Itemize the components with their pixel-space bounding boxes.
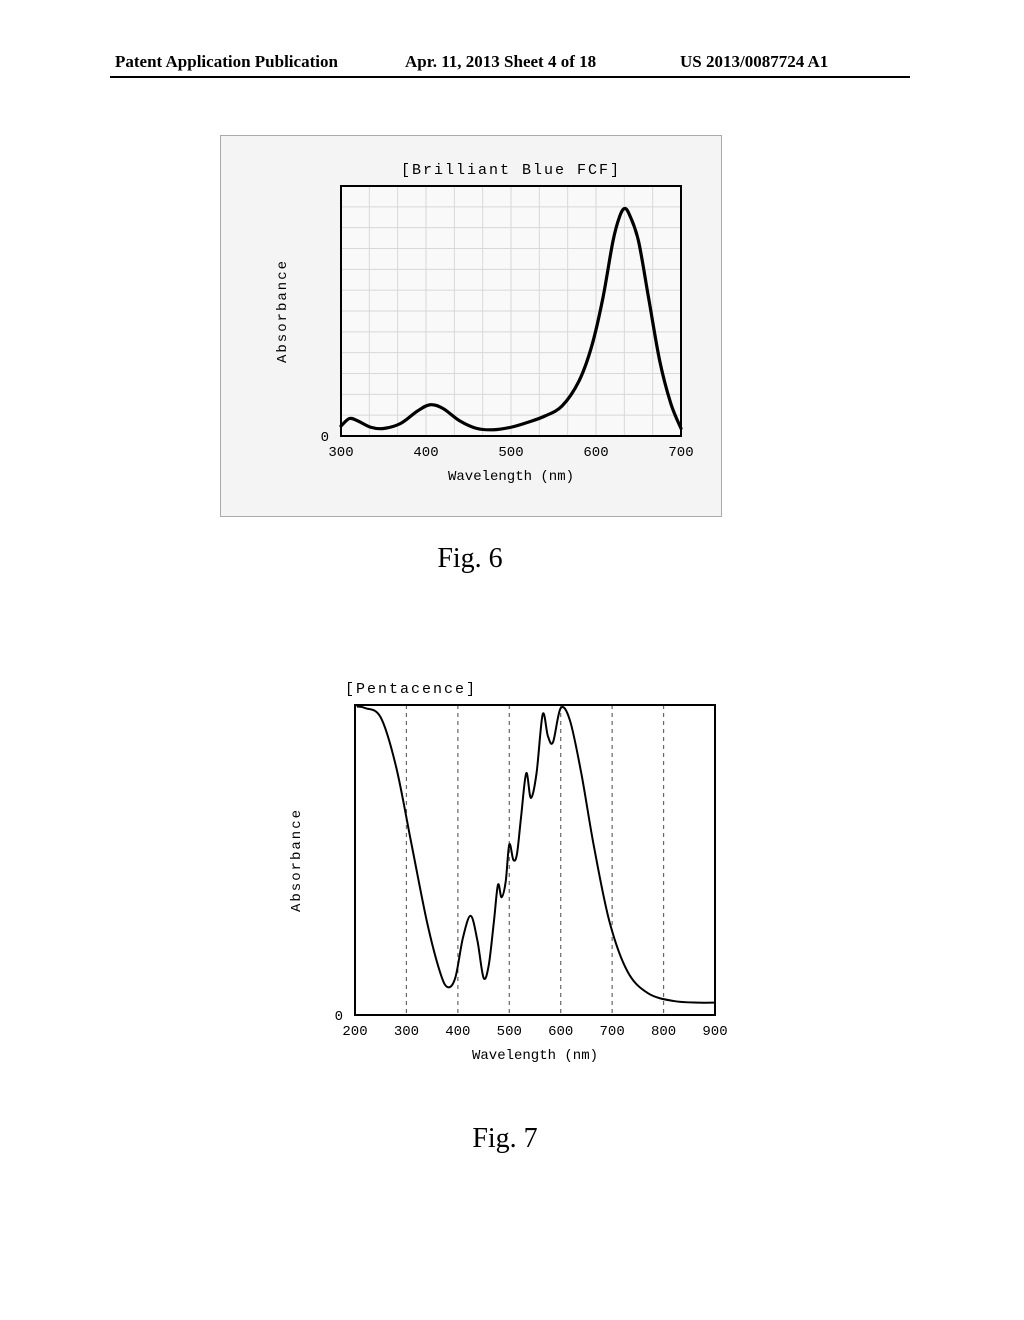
figure7-svg: 200 300 400 500 600 700 800 900 0 [Pentacence] Wav… <box>245 680 765 1100</box>
svg-text:[Pentacence]: [Pentacence] <box>345 681 477 698</box>
header-left: Patent Application Publication <box>115 52 338 72</box>
header-rule <box>110 76 910 78</box>
svg-text:600: 600 <box>583 445 608 461</box>
svg-text:Absorbance: Absorbance <box>275 259 291 363</box>
svg-text:400: 400 <box>413 445 438 461</box>
svg-text:700: 700 <box>668 445 693 461</box>
svg-text:500: 500 <box>498 445 523 461</box>
figure6-svg: 300 400 500 600 700 0 [Brilliant Blue FCF] Wave… <box>221 136 721 516</box>
figure7-caption-block: Fig. 7 <box>245 1115 765 1155</box>
svg-text:Absorbance: Absorbance <box>289 808 305 912</box>
svg-text:0: 0 <box>321 430 329 446</box>
figure6-chart: 300 400 500 600 700 0 [Brilliant Blue FCF] Wave… <box>220 135 722 517</box>
svg-text:800: 800 <box>651 1024 676 1040</box>
figure6-caption: Fig. 6 <box>220 543 720 575</box>
svg-text:0: 0 <box>335 1009 343 1025</box>
svg-text:[Brilliant Blue FCF]: [Brilliant Blue FCF] <box>401 162 621 179</box>
svg-text:500: 500 <box>497 1024 522 1040</box>
header-right: US 2013/0087724 A1 <box>680 52 828 72</box>
svg-text:600: 600 <box>548 1024 573 1040</box>
svg-text:700: 700 <box>600 1024 625 1040</box>
svg-text:300: 300 <box>328 445 353 461</box>
figure7-caption: Fig. 7 <box>245 1123 765 1155</box>
page: Patent Application Publication Apr. 11, … <box>0 0 1024 1320</box>
svg-text:200: 200 <box>342 1024 367 1040</box>
svg-text:900: 900 <box>702 1024 727 1040</box>
figure6-caption-block: Fig. 6 <box>220 535 720 575</box>
svg-text:Wavelength (nm): Wavelength (nm) <box>448 469 574 485</box>
figure7-chart: 200 300 400 500 600 700 800 900 0 [Pentacence] Wav… <box>245 680 765 1100</box>
svg-text:300: 300 <box>394 1024 419 1040</box>
svg-text:Wavelength (nm): Wavelength (nm) <box>472 1048 598 1064</box>
header-center: Apr. 11, 2013 Sheet 4 of 18 <box>405 52 596 72</box>
svg-text:400: 400 <box>445 1024 470 1040</box>
